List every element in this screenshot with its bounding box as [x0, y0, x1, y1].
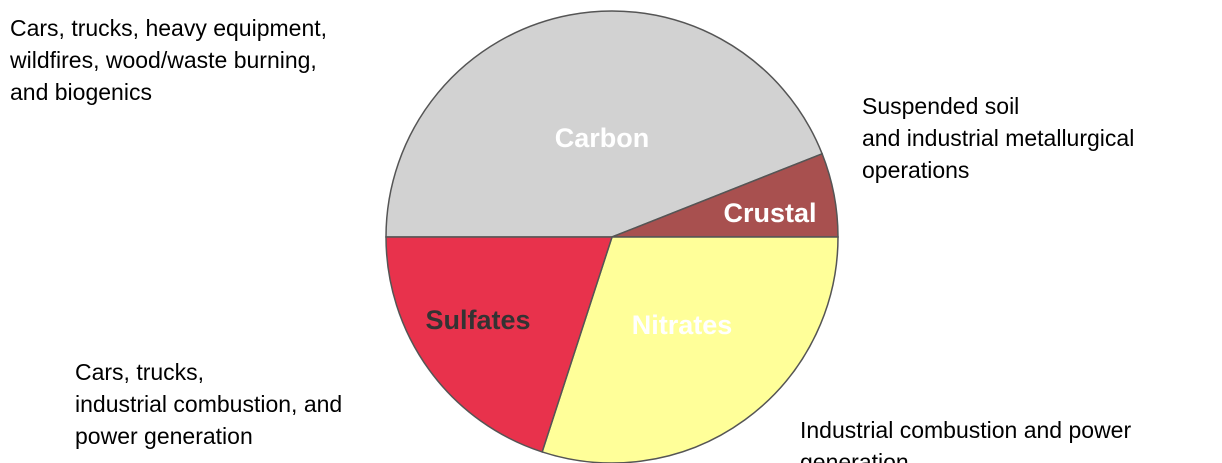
slice-label: Nitrates — [632, 310, 733, 340]
annotation: generation — [800, 449, 909, 463]
annotation: Industrial combustion and power — [800, 417, 1131, 443]
annotation: Suspended soil — [862, 93, 1019, 119]
slice-label: Crustal — [723, 198, 816, 228]
pie-slice — [385, 10, 824, 238]
annotation: power generation — [75, 423, 253, 449]
annotation: industrial combustion, and — [75, 391, 342, 417]
pie-slice — [541, 236, 839, 463]
slice-label: Carbon — [555, 123, 650, 153]
annotation: and biogenics — [10, 79, 152, 105]
annotation: wildfires, wood/waste burning, — [9, 47, 317, 73]
annotation: and industrial metallurgical — [862, 125, 1134, 151]
annotation: Cars, trucks, — [75, 359, 204, 385]
slice-label: Sulfates — [425, 305, 530, 335]
annotation: Cars, trucks, heavy equipment, — [10, 15, 327, 41]
annotation: operations — [862, 157, 969, 183]
pie-slice — [385, 236, 614, 453]
